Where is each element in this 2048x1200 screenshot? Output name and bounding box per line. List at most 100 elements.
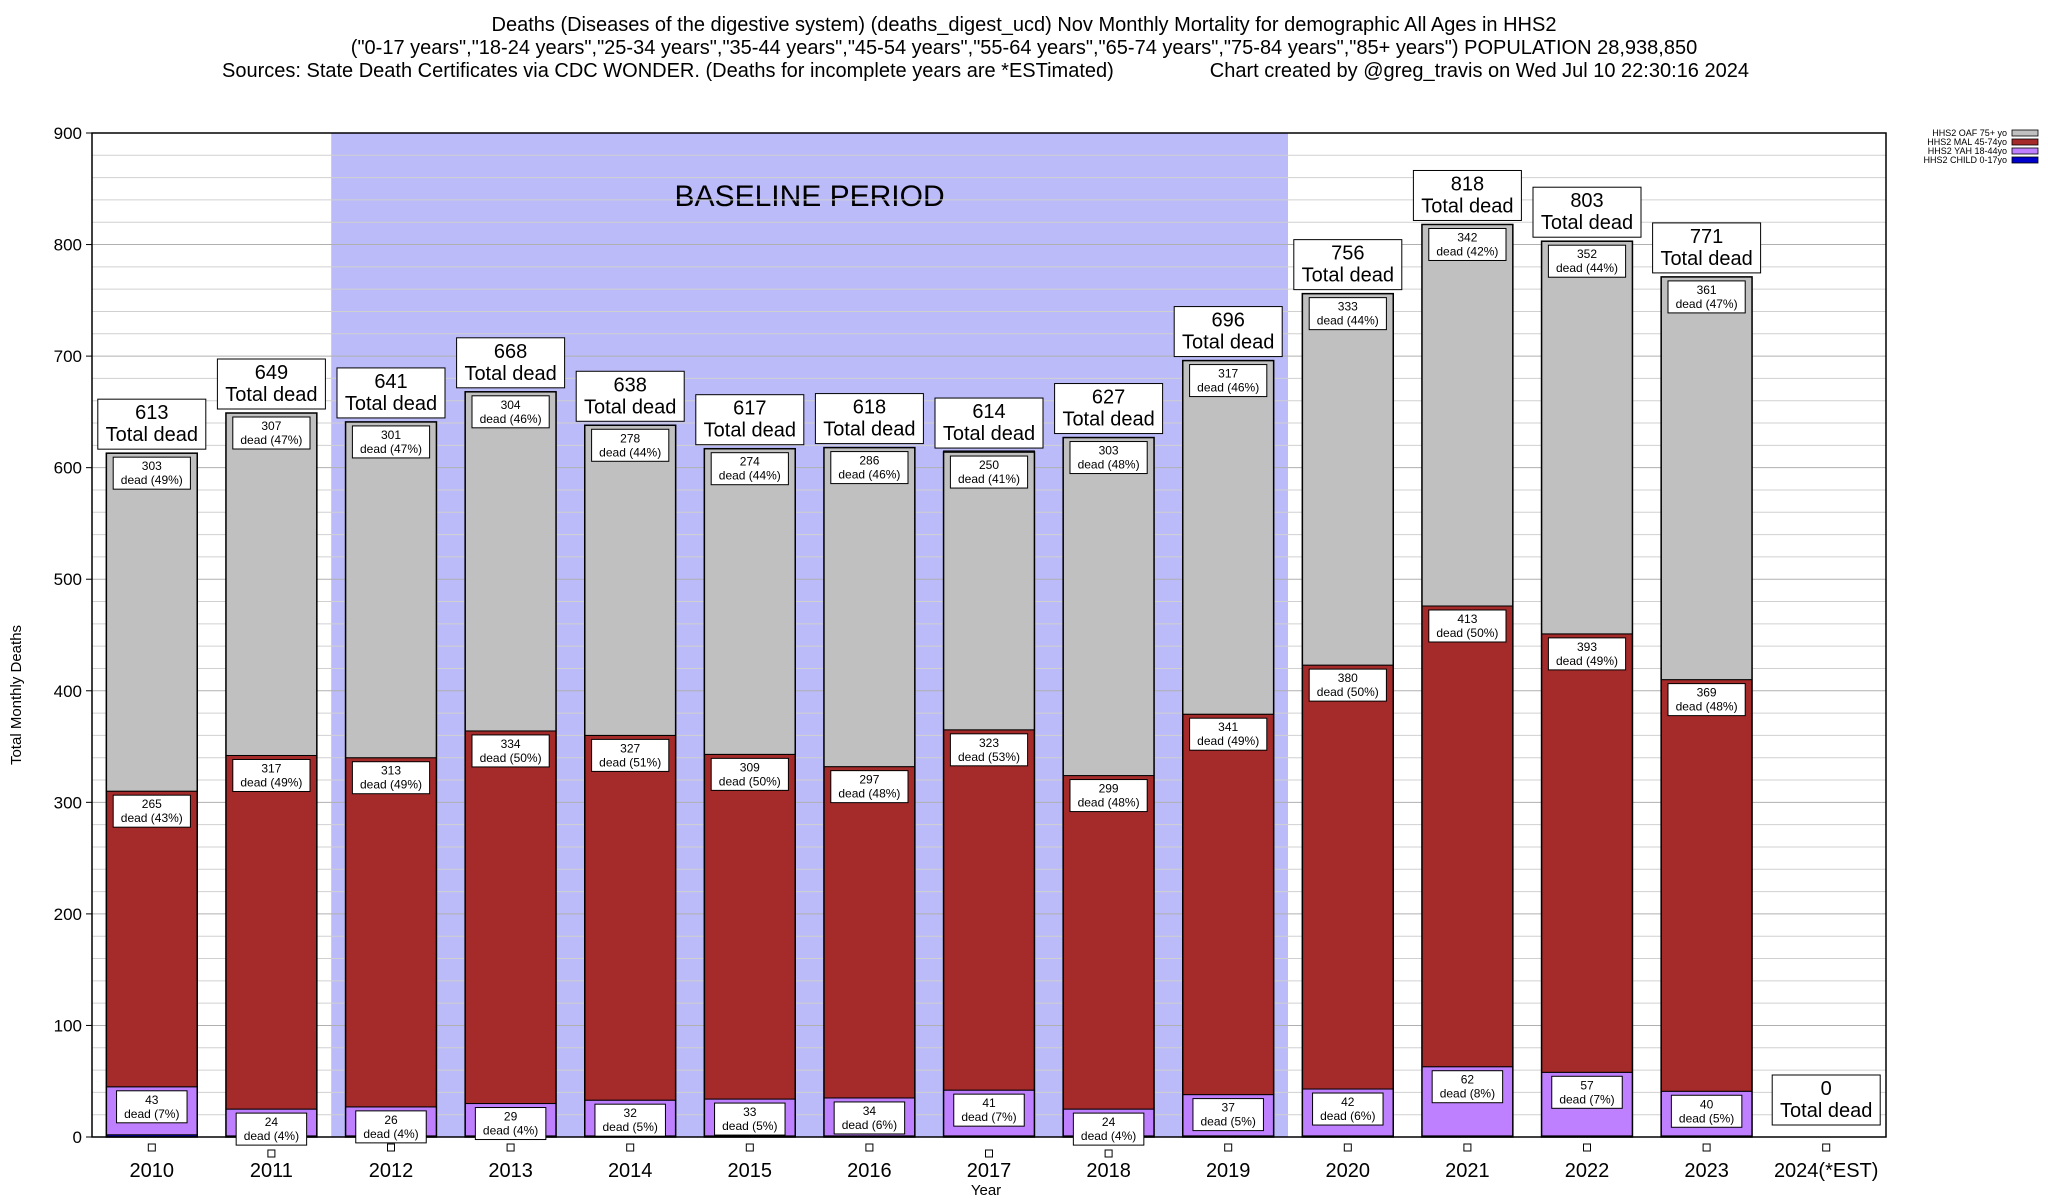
yah-label-line: 62	[1461, 1073, 1475, 1087]
chart-title-block: Deaths (Diseases of the digestive system…	[0, 14, 2048, 83]
chart-subtitle: ("0-17 years","18-24 years","25-34 years…	[350, 37, 1698, 59]
total-suffix: Total dead	[823, 419, 915, 441]
bar-segment-3	[943, 450, 1035, 731]
total-suffix: Total dead	[345, 393, 437, 415]
chart-title: Deaths (Diseases of the digestive system…	[491, 14, 1557, 36]
total-value: 641	[374, 371, 407, 393]
total-label-box	[934, 397, 1044, 449]
oaf-label-line: dead (49%)	[121, 473, 183, 487]
yah-label-box	[1431, 1070, 1504, 1104]
mal-label-box	[1069, 779, 1148, 813]
yah-label-box	[116, 1090, 188, 1124]
category-marker	[626, 1143, 635, 1152]
total-suffix: Total dead	[1421, 195, 1513, 217]
total-value: 696	[1212, 310, 1245, 332]
total-suffix: Total dead	[704, 420, 796, 442]
mal-label-line: dead (49%)	[1556, 654, 1618, 668]
oaf-label-line: dead (44%)	[1556, 261, 1618, 275]
x-axis-title: Year	[971, 1182, 1001, 1199]
yah-label-line: dead (4%)	[363, 1127, 418, 1141]
total-label-box	[1173, 306, 1283, 358]
yah-label-box	[714, 1102, 786, 1136]
category-marker	[985, 1149, 993, 1158]
y-tick-label: 800	[54, 236, 82, 255]
category-marker	[1104, 1149, 1113, 1158]
mal-label-line: dead (50%)	[1317, 685, 1379, 699]
oaf-label-line: 274	[740, 455, 760, 469]
yah-label-line: 26	[384, 1113, 398, 1127]
x-tick-label: 2015	[728, 1160, 773, 1182]
mal-label-line: dead (48%)	[838, 787, 900, 801]
chart-source-line: Sources: State Death Certificates via CD…	[0, 60, 2048, 83]
total-value: 771	[1690, 226, 1723, 248]
oaf-label-line: dead (48%)	[1078, 458, 1140, 472]
y-tick-label: 600	[54, 459, 82, 478]
mal-label-box	[112, 794, 191, 828]
mal-label-box	[1308, 668, 1387, 702]
mal-label-line: dead (49%)	[1197, 734, 1259, 748]
legend-swatch	[2011, 156, 2039, 164]
oaf-label-line: 286	[859, 454, 879, 468]
total-value: 756	[1331, 243, 1364, 265]
mal-label-line: dead (50%)	[480, 751, 542, 765]
oaf-label-box	[1667, 280, 1746, 314]
y-axis-title: Total Monthly Deaths	[8, 625, 25, 765]
oaf-label-line: dead (47%)	[240, 433, 302, 447]
total-suffix: Total dead	[1062, 409, 1154, 431]
oaf-label-box	[1189, 364, 1268, 398]
plot-frame	[91, 132, 1887, 1138]
category-marker	[147, 1143, 156, 1152]
total-suffix: Total dead	[225, 384, 317, 406]
x-tick-label: 2017	[967, 1160, 1012, 1182]
total-value: 613	[135, 402, 168, 424]
mal-label-line: 299	[1099, 782, 1119, 796]
oaf-label-line: dead (46%)	[838, 468, 900, 482]
mal-label-line: dead (50%)	[719, 774, 781, 788]
total-label-box	[1771, 1074, 1881, 1126]
oaf-label-line: dead (46%)	[1197, 381, 1259, 395]
x-tick-label: 2013	[488, 1160, 533, 1182]
oaf-label-line: 317	[1218, 367, 1238, 381]
yah-label-line: 24	[265, 1115, 279, 1129]
yah-label-line: 32	[624, 1106, 638, 1120]
yah-label-line: 41	[982, 1096, 996, 1110]
legend-label: HHS2 CHILD 0-17yo	[1923, 155, 2007, 165]
yah-label-line: dead (7%)	[1559, 1092, 1614, 1106]
mal-label-line: dead (48%)	[1078, 796, 1140, 810]
category-marker	[1224, 1143, 1233, 1152]
yah-label-line: 33	[743, 1105, 757, 1119]
bar-segment-2	[1421, 605, 1514, 1068]
bar-segment-2	[703, 753, 796, 1100]
oaf-label-line: dead (46%)	[480, 412, 542, 426]
bar-segment-3	[1421, 223, 1514, 607]
total-suffix: Total dead	[584, 396, 676, 418]
category-marker	[1343, 1143, 1352, 1152]
bar-segment-2	[1660, 679, 1753, 1092]
total-label-box	[1293, 239, 1403, 291]
legend-label: HHS2 OAF 75+ yo	[1932, 128, 2007, 138]
mal-label-line: 341	[1218, 720, 1238, 734]
total-suffix: Total dead	[1780, 1100, 1872, 1122]
total-value: 818	[1451, 173, 1484, 195]
oaf-label-line: 303	[1099, 444, 1119, 458]
yah-label-line: dead (8%)	[1440, 1087, 1495, 1101]
x-tick-label: 2018	[1086, 1160, 1131, 1182]
category-marker	[1702, 1143, 1711, 1152]
x-tick-label: 2020	[1326, 1160, 1371, 1182]
oaf-label-box	[830, 451, 909, 485]
bar-segment-3	[1301, 293, 1394, 666]
oaf-label-box	[471, 395, 550, 429]
bars	[105, 223, 1753, 1138]
bar-segment-2	[584, 734, 677, 1101]
category-marker	[387, 1143, 395, 1152]
y-tick-label: 0	[73, 1128, 82, 1147]
bar-segment-2	[345, 757, 437, 1108]
yah-label-line: dead (5%)	[722, 1119, 777, 1133]
total-label-box	[1412, 169, 1522, 221]
oaf-label-line: dead (44%)	[719, 469, 781, 483]
mal-label-box	[1428, 609, 1507, 643]
chart-credit: Chart created by @greg_travis on Wed Jul…	[1209, 60, 1749, 82]
legend-label: HHS2 YAH 18-44yo	[1928, 146, 2007, 156]
